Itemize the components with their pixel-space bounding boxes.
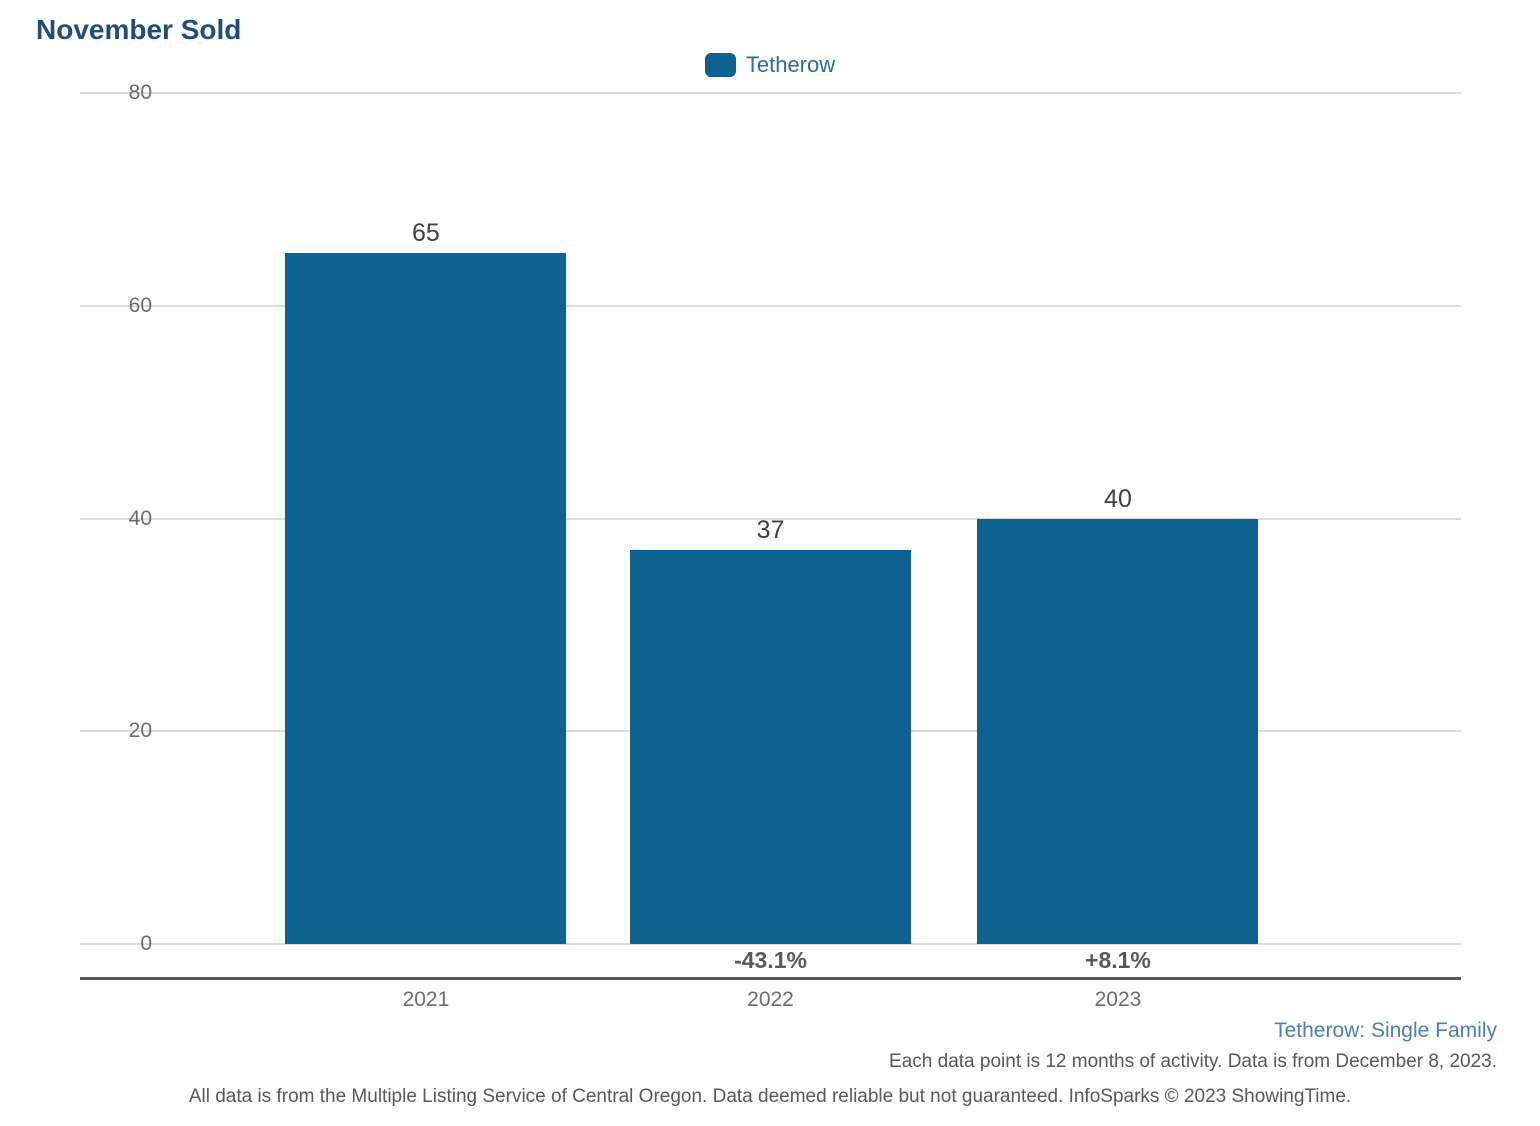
- plot-area: 80 60 40 20 0 65 37 40: [80, 81, 1461, 955]
- pct-change-label-2022: -43.1%: [734, 947, 807, 973]
- gridline-y-80: [80, 92, 1461, 94]
- x-axis-tick-label-2023: 2023: [1094, 988, 1142, 1011]
- gridline-y-40: [80, 517, 1461, 520]
- legend: Tetherow: [0, 52, 1540, 78]
- y-axis-tick-label-60: 60: [128, 293, 152, 317]
- legend-label-tetherow[interactable]: Tetherow: [745, 52, 836, 77]
- y-axis-tick-label-40: 40: [128, 506, 152, 530]
- y-axis-tick-label-0: 0: [140, 932, 152, 955]
- y-axis-tick-label-20: 20: [128, 719, 152, 743]
- bar-value-label-2023: 40: [1104, 484, 1132, 513]
- gridline-y-0: [80, 943, 1461, 945]
- x-axis-line: [80, 977, 1461, 980]
- pct-change-strip: -43.1% +8.1%: [80, 947, 1461, 977]
- bar-2021[interactable]: [285, 252, 567, 944]
- x-axis-tick-label-2021: 2021: [402, 988, 450, 1011]
- legend-swatch-tetherow[interactable]: [704, 53, 736, 77]
- data-note-text: Each data point is 12 months of activity…: [889, 1051, 1497, 1072]
- bar-2023[interactable]: [977, 518, 1259, 944]
- chart-title: November Sold: [36, 14, 242, 45]
- y-axis-tick-label-80: 80: [128, 81, 152, 104]
- gridline-y-60: [80, 304, 1461, 307]
- disclaimer-text: All data is from the Multiple Listing Se…: [188, 1086, 1352, 1107]
- series-info-text[interactable]: Tetherow: Single Family: [1274, 1019, 1497, 1042]
- bar-2022[interactable]: [629, 550, 911, 944]
- bar-value-label-2022: 37: [756, 516, 785, 545]
- x-axis-tick-strip: 2021 2022 2023: [80, 988, 1461, 1016]
- x-axis-tick-label-2022: 2022: [747, 988, 794, 1011]
- pct-change-label-2023: +8.1%: [1085, 947, 1151, 973]
- bar-value-label-2021: 65: [412, 218, 440, 247]
